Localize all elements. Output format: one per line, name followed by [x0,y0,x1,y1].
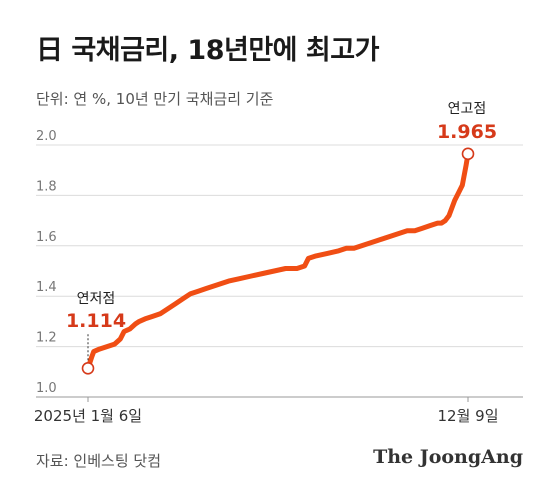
source-note: 자료: 인베스팅 닷컴 [36,452,161,470]
y-tick-label: 1.2 [36,331,57,346]
y-tick-label: 1.8 [36,179,57,194]
x-tick-label: 12월 9일 [438,407,499,425]
chart-title: 日 국채금리, 18년만에 최고가 [36,35,379,66]
y-tick-label: 1.0 [36,381,57,396]
y-tick-label: 2.0 [36,129,57,144]
brand-logo: The JoongAng [373,446,523,468]
y-tick-label: 1.4 [36,280,57,295]
high-point-value: 1.965 [437,121,497,143]
high-point-label: 연고점 [448,101,487,117]
series-line [85,151,471,371]
high-point-marker [461,147,475,161]
low-point-marker [81,361,95,375]
low-point-value: 1.114 [66,310,126,332]
x-tick-label: 2025년 1월 6일 [34,407,142,425]
y-tick-label: 1.6 [36,230,57,245]
low-point-label: 연저점 [77,291,116,307]
unit-note: 단위: 연 %, 10년 만기 국채금리 기준 [36,90,274,108]
